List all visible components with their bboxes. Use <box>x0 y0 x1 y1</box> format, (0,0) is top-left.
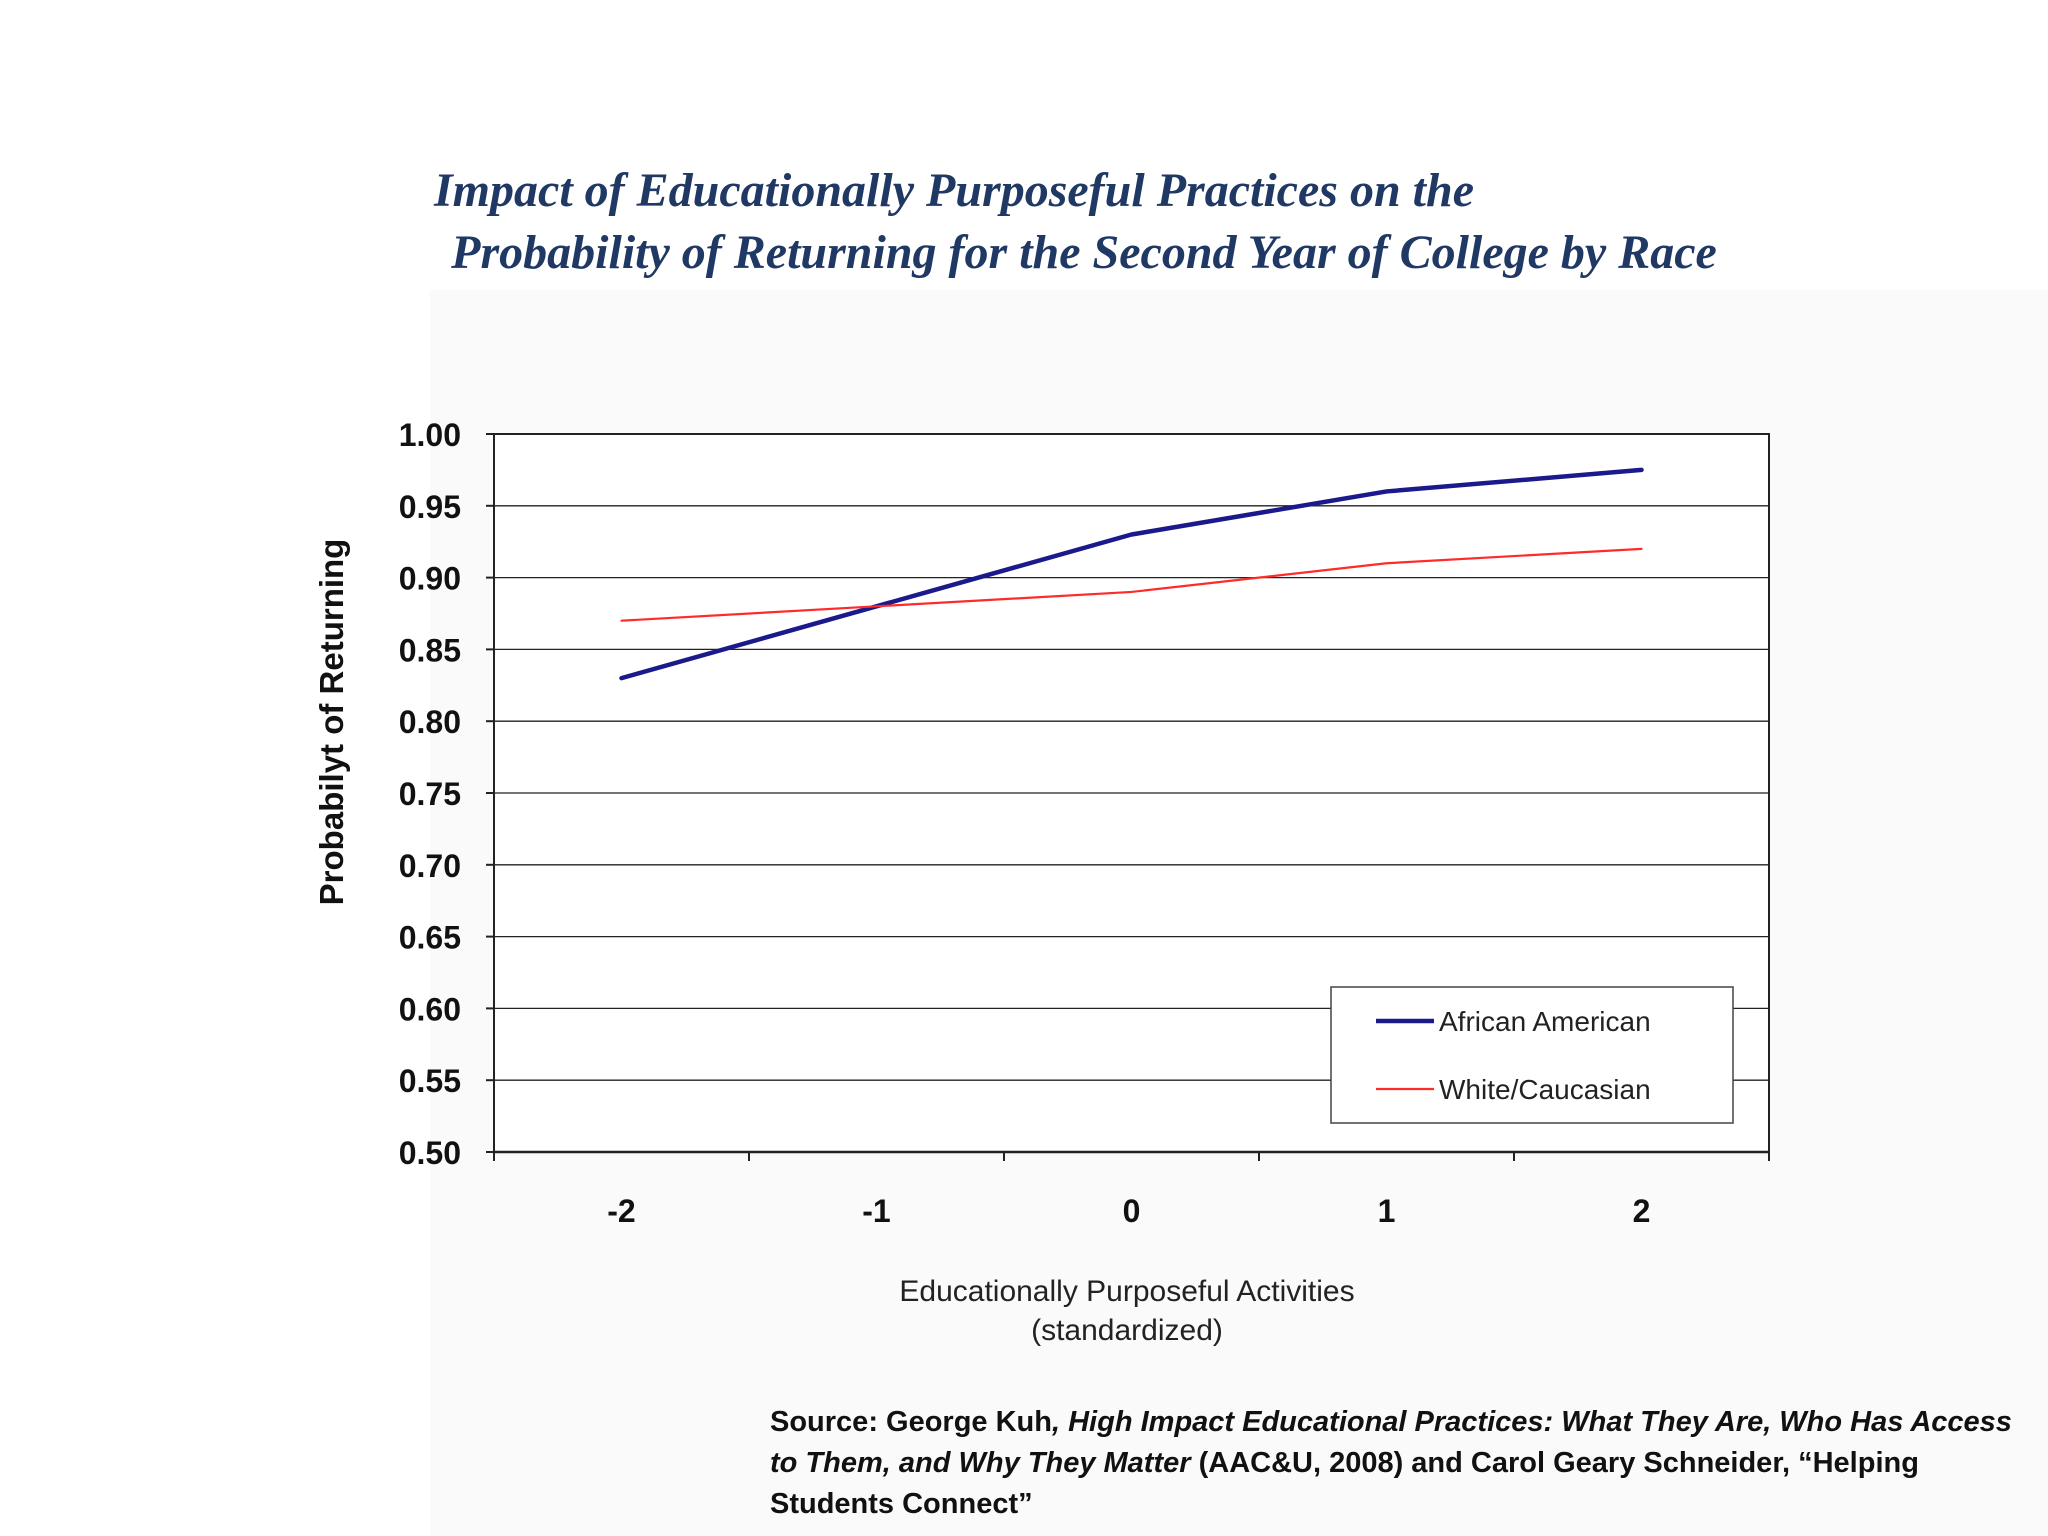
source-citation: Source: George Kuh, High Impact Educatio… <box>770 1402 2040 1525</box>
y-tick-label: 0.90 <box>399 561 461 597</box>
series-line-white-caucasian <box>620 547 1643 622</box>
y-tick-label: 0.60 <box>399 991 461 1027</box>
legend-box <box>1330 986 1734 1124</box>
x-tick-label: -1 <box>862 1193 890 1229</box>
source-book-title: , High Impact Educational Practices: Wha… <box>770 1406 2012 1479</box>
y-tick-label: 0.70 <box>399 848 461 884</box>
y-tick-label: 1.00 <box>399 417 461 453</box>
x-axis-label: Educationally Purposeful Activities <box>899 1275 1354 1308</box>
y-tick-label: 0.75 <box>399 776 461 812</box>
x-tick-label: 0 <box>1123 1193 1141 1229</box>
source-rest: (AAC&U, 2008) and Carol Geary Schneider,… <box>770 1447 1919 1520</box>
slide-title-line-2: Probability of Returning for the Second … <box>451 226 1717 279</box>
legend: African American White/Caucasian <box>1330 986 1734 1124</box>
y-tick-label: 0.50 <box>399 1135 461 1171</box>
slide-title-line-1: Impact of Educationally Purposeful Pract… <box>434 164 1474 217</box>
legend-label: White/Caucasian <box>1439 1074 1651 1105</box>
y-tick-label: 0.65 <box>399 920 461 956</box>
y-tick-label: 0.85 <box>399 632 461 668</box>
y-axis-label: Probabilyt of Returning <box>313 539 350 906</box>
series-line-african-american <box>619 467 1644 681</box>
y-tick-label: 0.95 <box>399 489 461 525</box>
source-prefix: Source: George Kuh <box>770 1406 1052 1438</box>
x-tick-label: 1 <box>1378 1193 1396 1229</box>
line-chart: 0.50 0.55 0.60 0.65 0.70 0.75 0.80 0.85 0.90 0.95… <box>313 417 1770 1347</box>
y-tick-label: 0.80 <box>399 704 461 740</box>
x-tick-label: 2 <box>1633 1193 1651 1229</box>
slide-title: Impact of Educationally Purposeful Pract… <box>0 160 2048 284</box>
legend-label: African American <box>1439 1006 1651 1037</box>
x-axis-label-subtitle: (standardized) <box>1031 1314 1223 1347</box>
axis-layer: 0.50 0.55 0.60 0.65 0.70 0.75 0.80 0.85 0.90 0.95… <box>399 417 1770 1229</box>
series-layer <box>619 467 1644 681</box>
y-tick-label: 0.55 <box>399 1063 461 1099</box>
x-tick-label: -2 <box>607 1193 635 1229</box>
